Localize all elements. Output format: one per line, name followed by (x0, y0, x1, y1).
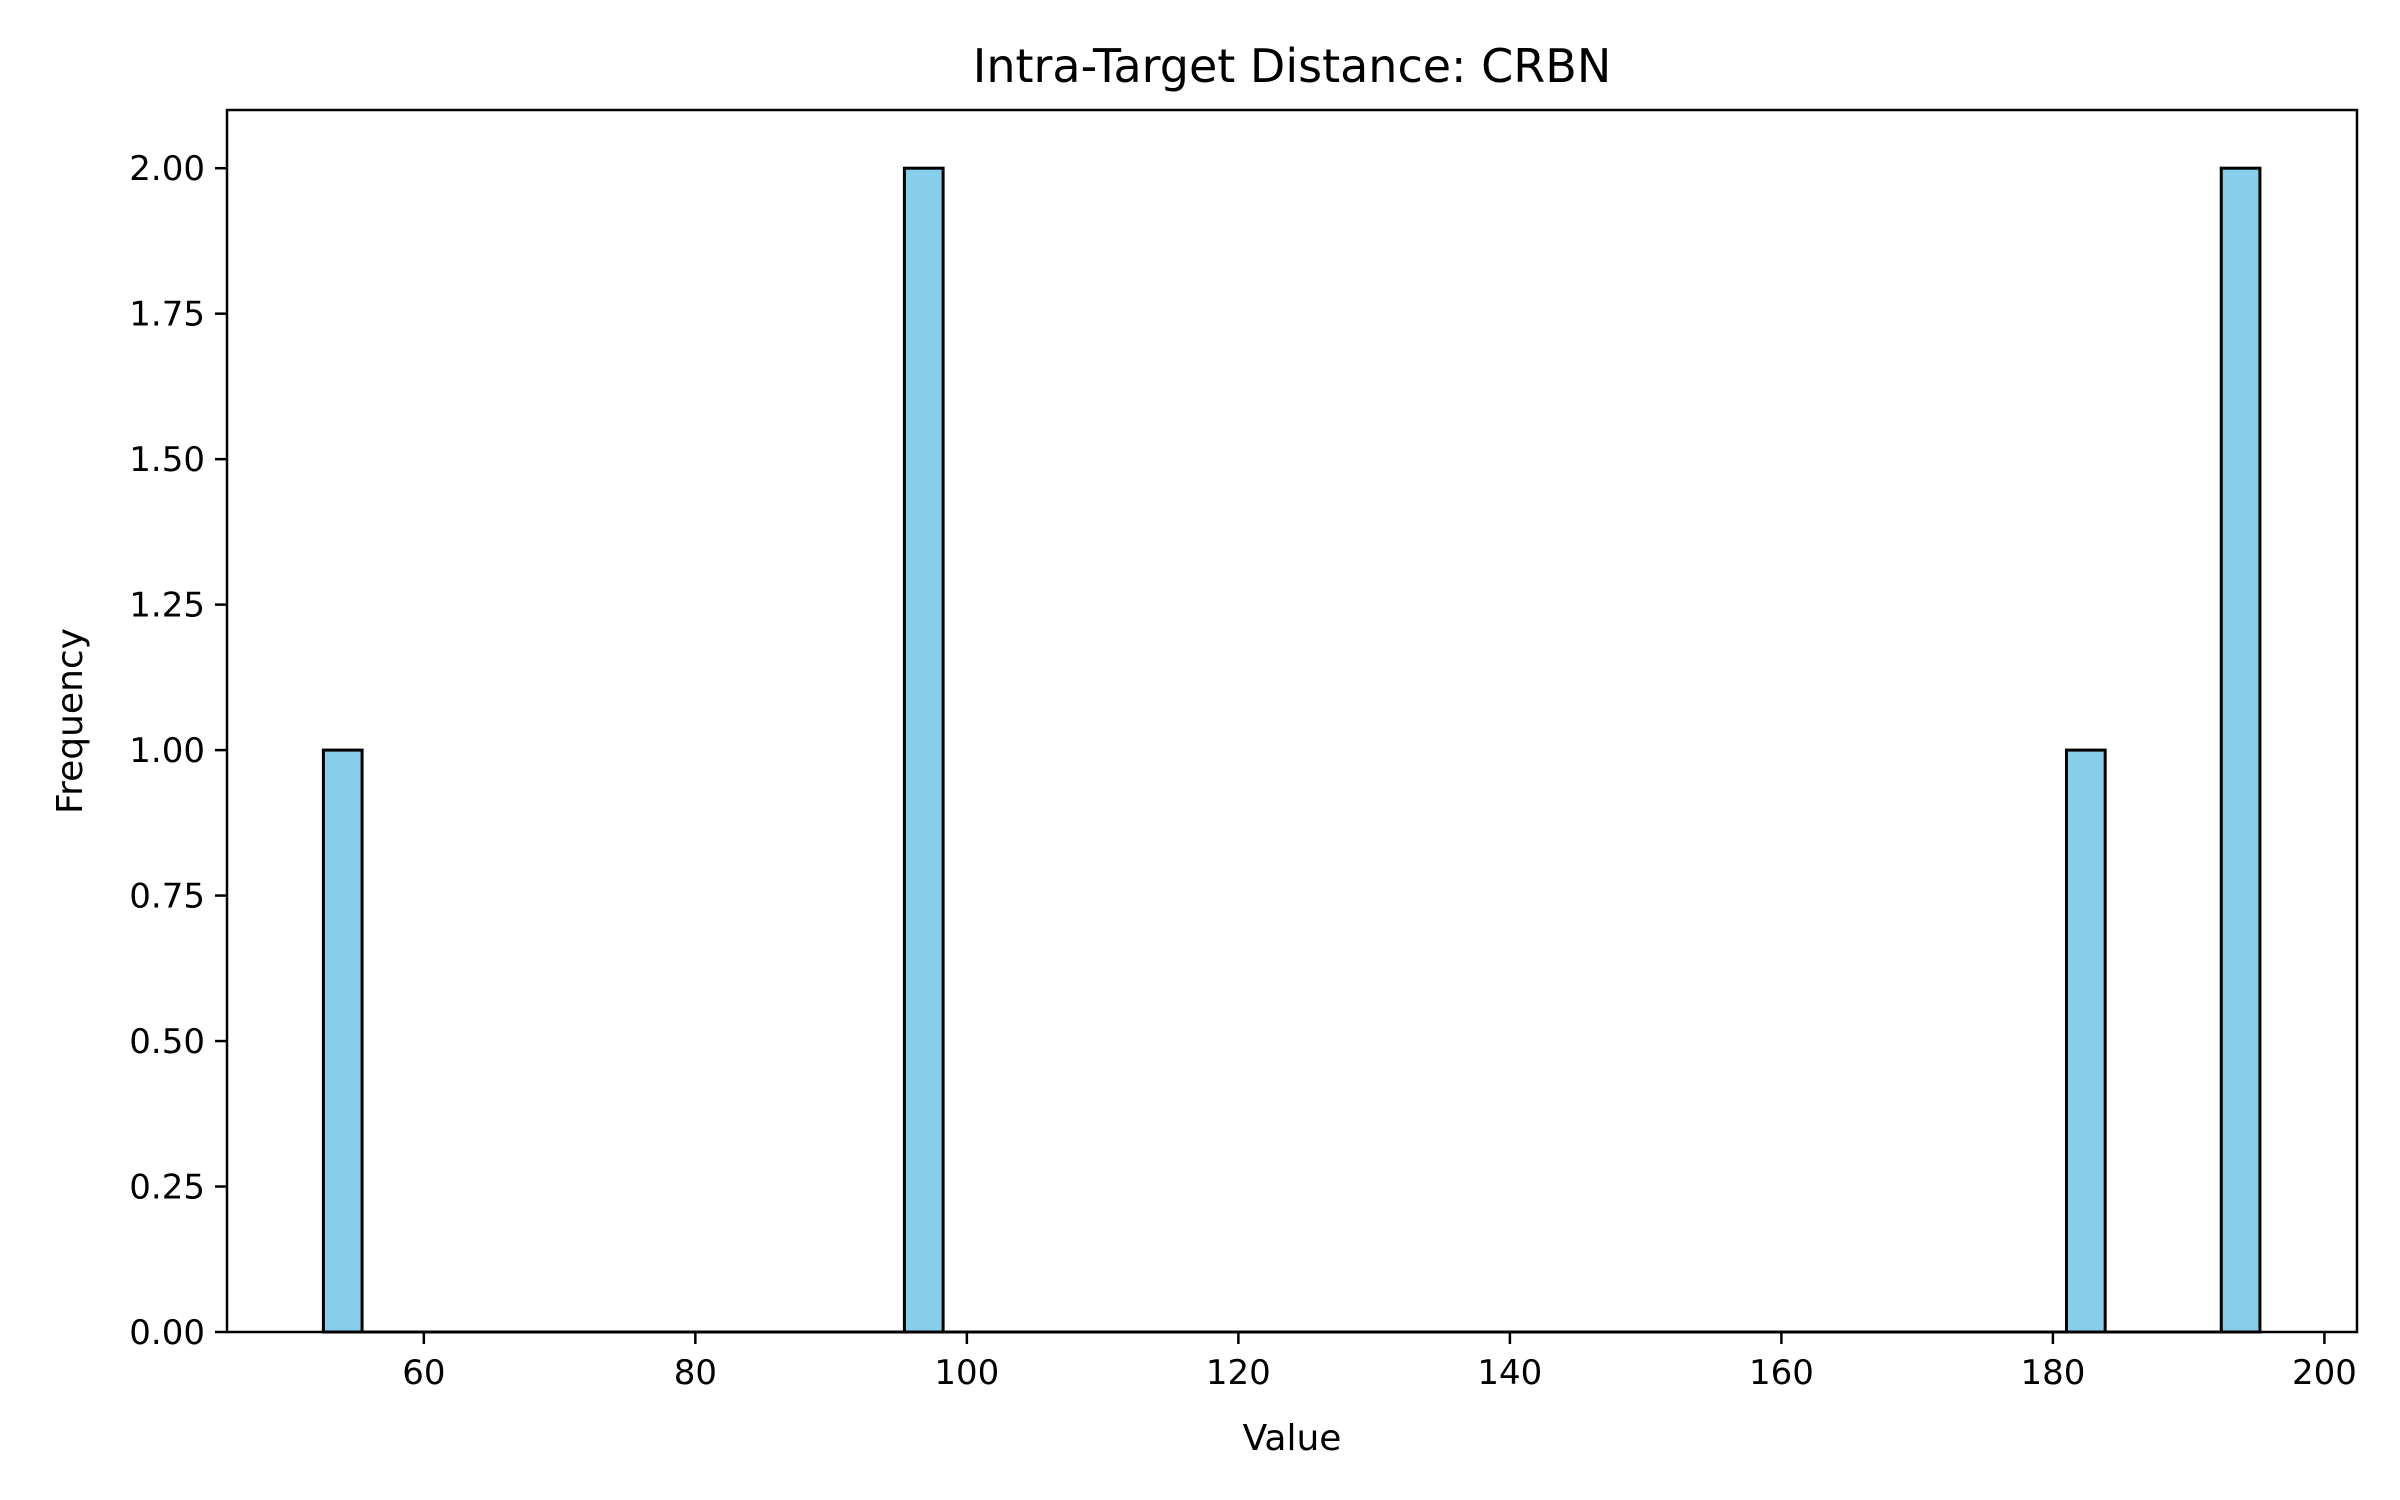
x-tick-label: 180 (2020, 1353, 2085, 1393)
histogram-bar (2064, 748, 2107, 1334)
y-tick-label: 2.00 (129, 149, 205, 189)
x-axis: 60 80 100 120 140 160 180 200 (402, 1332, 2357, 1393)
x-tick-label: 200 (2292, 1353, 2357, 1393)
chart-title: Intra-Target Distance: CRBN (973, 39, 1611, 93)
y-tick-label: 1.75 (129, 295, 205, 335)
histogram-bar (321, 748, 364, 1334)
histogram-bar (902, 166, 945, 1334)
y-tick-label: 1.50 (129, 440, 205, 480)
x-tick-label: 60 (402, 1353, 445, 1393)
y-tick-label: 0.75 (129, 877, 205, 917)
y-tick-label: 0.00 (129, 1313, 205, 1353)
y-axis: 0.00 0.25 0.50 0.75 1.00 1.25 1.50 1.75 2.00 (129, 149, 227, 1353)
x-tick-label: 160 (1749, 1353, 1814, 1393)
histogram-bar (2219, 166, 2262, 1334)
x-tick-label: 120 (1206, 1353, 1271, 1393)
plot-frame (225, 108, 2359, 1334)
y-tick-label: 1.25 (129, 586, 205, 626)
y-axis-label: Frequency (50, 628, 91, 814)
x-axis-label: Value (1243, 1418, 1342, 1459)
y-tick-label: 0.25 (129, 1168, 205, 1208)
y-tick-label: 1.00 (129, 731, 205, 771)
x-tick-label: 100 (934, 1353, 999, 1393)
bars-group (321, 166, 2262, 1334)
x-tick-label: 140 (1477, 1353, 1542, 1393)
x-tick-label: 80 (674, 1353, 717, 1393)
y-tick-label: 0.50 (129, 1022, 205, 1062)
